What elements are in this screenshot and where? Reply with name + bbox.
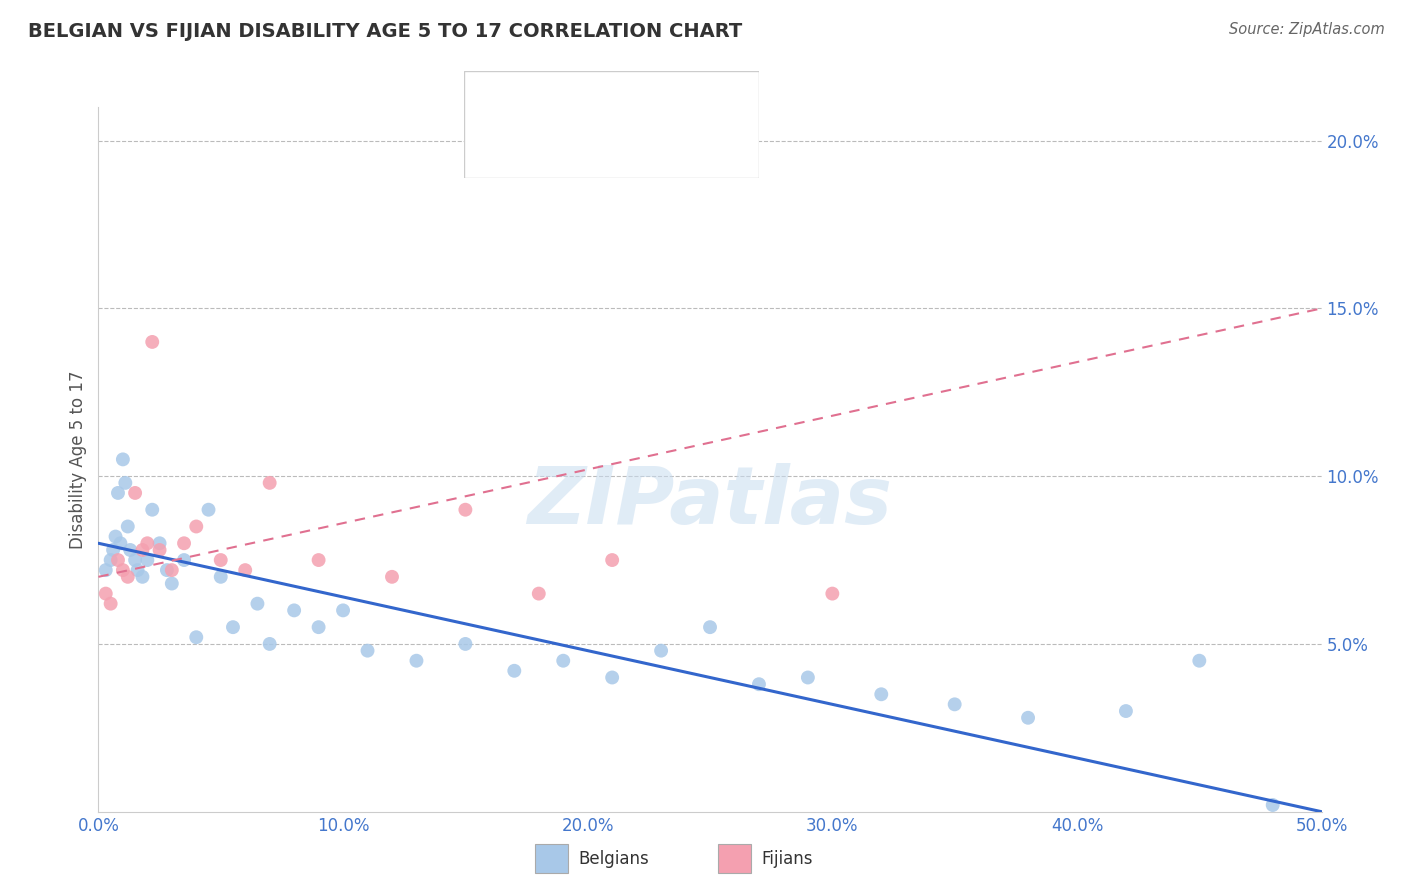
Point xyxy=(209,553,232,567)
Point xyxy=(110,536,132,550)
Point xyxy=(160,576,183,591)
Point xyxy=(454,502,477,516)
Bar xyxy=(717,844,751,873)
Point xyxy=(197,502,219,516)
Point xyxy=(308,620,330,634)
Point xyxy=(356,643,378,657)
Point xyxy=(308,553,330,567)
Point xyxy=(699,620,721,634)
FancyBboxPatch shape xyxy=(464,71,759,178)
Point xyxy=(600,553,623,567)
Point xyxy=(136,553,159,567)
Point xyxy=(233,563,256,577)
Point xyxy=(173,553,195,567)
Point xyxy=(100,597,122,611)
Point xyxy=(141,334,163,349)
Point xyxy=(107,553,129,567)
Point xyxy=(131,543,153,558)
Point xyxy=(186,519,208,533)
Point xyxy=(127,563,149,577)
Point xyxy=(1115,704,1137,718)
Point xyxy=(141,502,163,516)
Bar xyxy=(534,844,568,873)
Bar xyxy=(475,84,517,119)
Point xyxy=(149,543,172,558)
Point xyxy=(156,563,179,577)
Point xyxy=(120,543,142,558)
Point xyxy=(381,570,404,584)
Text: Belgians: Belgians xyxy=(579,849,650,868)
Point xyxy=(259,475,281,490)
Point xyxy=(283,603,305,617)
Point xyxy=(186,630,208,644)
Text: R =  0.324   N = 22: R = 0.324 N = 22 xyxy=(529,139,718,157)
Point xyxy=(454,637,477,651)
Text: BELGIAN VS FIJIAN DISABILITY AGE 5 TO 17 CORRELATION CHART: BELGIAN VS FIJIAN DISABILITY AGE 5 TO 17… xyxy=(28,22,742,41)
Point xyxy=(209,570,232,584)
Point xyxy=(104,530,127,544)
Point xyxy=(124,553,146,567)
Point xyxy=(246,597,269,611)
Point xyxy=(870,687,893,701)
Point xyxy=(600,671,623,685)
Point xyxy=(117,519,139,533)
Bar xyxy=(475,131,517,166)
Point xyxy=(503,664,526,678)
Point xyxy=(405,654,427,668)
Point xyxy=(160,563,183,577)
Point xyxy=(259,637,281,651)
Point xyxy=(173,536,195,550)
Point xyxy=(107,486,129,500)
Point xyxy=(650,643,672,657)
Point xyxy=(94,563,117,577)
Point xyxy=(100,553,122,567)
Point xyxy=(943,698,966,712)
Point xyxy=(1261,797,1284,812)
Point xyxy=(111,452,134,467)
Point xyxy=(124,486,146,500)
Point xyxy=(797,671,820,685)
Point xyxy=(821,586,844,600)
Point xyxy=(117,570,139,584)
Point xyxy=(131,570,153,584)
Text: R = -0.423   N = 44: R = -0.423 N = 44 xyxy=(529,93,718,111)
Point xyxy=(527,586,550,600)
Text: Source: ZipAtlas.com: Source: ZipAtlas.com xyxy=(1229,22,1385,37)
Point xyxy=(94,586,117,600)
Point xyxy=(1188,654,1211,668)
Point xyxy=(748,677,770,691)
Point xyxy=(114,475,136,490)
Text: ZIPatlas: ZIPatlas xyxy=(527,463,893,541)
Point xyxy=(136,536,159,550)
Text: Fijians: Fijians xyxy=(762,849,813,868)
Point xyxy=(332,603,354,617)
Point xyxy=(1017,711,1039,725)
Point xyxy=(553,654,575,668)
Point xyxy=(111,563,134,577)
Y-axis label: Disability Age 5 to 17: Disability Age 5 to 17 xyxy=(69,370,87,549)
Point xyxy=(149,536,172,550)
Point xyxy=(101,543,124,558)
Point xyxy=(222,620,245,634)
